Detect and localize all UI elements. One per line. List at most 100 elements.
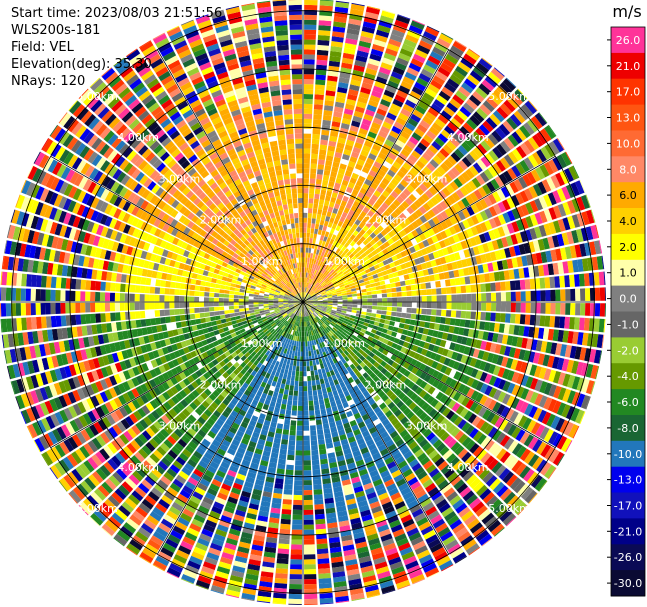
- ray-gate: [308, 315, 311, 321]
- ray-gate: [275, 311, 281, 314]
- ray-gate: [185, 481, 196, 491]
- ray-gate: [303, 98, 313, 105]
- ray-gate: [376, 340, 383, 347]
- ray-gate: [187, 499, 199, 509]
- ray-gate: [390, 190, 399, 199]
- ray-gate: [315, 259, 319, 265]
- ray-gate: [285, 322, 290, 327]
- ray-gate: [234, 478, 245, 486]
- ray-gate: [332, 319, 338, 324]
- ray-gate: [534, 379, 543, 392]
- ray-gate: [367, 131, 377, 139]
- ray-gate: [185, 352, 193, 360]
- ray-gate: [233, 327, 240, 332]
- ray-gate: [403, 235, 410, 243]
- ray-gate: [356, 232, 363, 240]
- ray-gate: [437, 346, 445, 355]
- ray-gate: [392, 199, 401, 208]
- ray-gate: [281, 399, 288, 405]
- ray-gate: [498, 271, 505, 281]
- ray-gate: [203, 451, 214, 461]
- ray-gate: [276, 327, 282, 333]
- ray-gate: [170, 386, 179, 395]
- ray-gate: [411, 375, 419, 384]
- ray-gate: [271, 416, 278, 423]
- ray-gate: [289, 312, 293, 317]
- ray-gate: [305, 294, 310, 299]
- ray-gate: [294, 315, 297, 321]
- ray-gate: [471, 379, 480, 389]
- ray-gate: [391, 255, 398, 262]
- ray-gate: [181, 354, 188, 363]
- ray-gate: [272, 391, 279, 398]
- ray-gate: [251, 329, 258, 335]
- ray-gate: [330, 41, 343, 48]
- ray-gate: [391, 469, 402, 479]
- ray-gate: [479, 321, 486, 330]
- ray-gate: [372, 177, 381, 186]
- ray-gate: [129, 413, 139, 424]
- ray-gate: [345, 139, 355, 147]
- ray-gate: [213, 501, 225, 510]
- ray-gate: [253, 484, 264, 491]
- ray-gate: [243, 454, 252, 462]
- ray-gate: [527, 436, 539, 450]
- ray-gate: [184, 396, 193, 405]
- ray-gate: [341, 118, 351, 125]
- ray-gate: [493, 377, 502, 388]
- ray-gate: [580, 194, 590, 209]
- ray-gate: [78, 415, 88, 428]
- ray-gate: [343, 47, 356, 55]
- ray-gate: [323, 276, 328, 281]
- ray-gate: [335, 254, 341, 260]
- ray-gate: [313, 287, 317, 292]
- ray-gate: [83, 498, 96, 512]
- ray-gate: [77, 401, 87, 414]
- ray-gate: [243, 323, 249, 328]
- ray-gate: [311, 138, 320, 145]
- ray-gate: [253, 331, 259, 337]
- ray-gate: [360, 314, 366, 319]
- ray-gate: [318, 332, 323, 338]
- ray-gate: [366, 272, 373, 277]
- ray-gate: [239, 345, 246, 352]
- ray-gate: [268, 340, 274, 346]
- ray-gate: [495, 312, 501, 322]
- ray-gate: [263, 328, 269, 333]
- ray-gate: [243, 334, 249, 340]
- ray-gate: [187, 384, 195, 392]
- ray-gate: [303, 306, 304, 312]
- ray-gate: [333, 576, 346, 583]
- ray-gate: [332, 327, 338, 332]
- ray-gate: [559, 275, 566, 288]
- ray-gate: [516, 373, 525, 385]
- ray-gate: [197, 575, 212, 585]
- ray-gate: [358, 331, 365, 337]
- ray-gate: [269, 512, 280, 519]
- ray-gate: [119, 406, 129, 418]
- ray-gate: [425, 130, 437, 140]
- ray-gate: [223, 340, 230, 347]
- ray-gate: [465, 49, 480, 61]
- ray-gate: [322, 119, 331, 126]
- ray-gate: [571, 391, 581, 406]
- ray-gate: [166, 571, 179, 579]
- ray-gate: [322, 179, 329, 186]
- ray-gate: [338, 429, 346, 436]
- ray-gate: [416, 264, 423, 271]
- ray-gate: [427, 83, 440, 94]
- ray-gate: [376, 186, 385, 194]
- ray-gate: [248, 559, 261, 566]
- ray-gate: [307, 304, 312, 308]
- ray-gate: [370, 547, 384, 556]
- ray-gate: [530, 115, 543, 130]
- ray-gate: [341, 322, 347, 327]
- ray-gate: [221, 483, 232, 492]
- ray-gate: [253, 383, 260, 391]
- ray-gate: [334, 316, 340, 320]
- ray-gate: [211, 439, 221, 448]
- ray-gate: [515, 463, 527, 476]
- ray-gate: [251, 544, 264, 552]
- ray-gate: [339, 370, 345, 377]
